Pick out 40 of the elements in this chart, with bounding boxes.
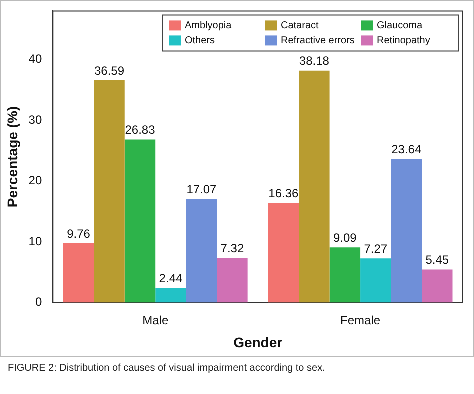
bar (391, 159, 422, 303)
data-label: 17.07 (186, 182, 218, 196)
y-axis-title: Percentage (%) (4, 106, 20, 208)
data-label: 2.44 (159, 271, 183, 286)
data-label: 5.45 (426, 253, 450, 268)
bar (330, 248, 361, 303)
y-tick-label: 0 (35, 295, 42, 310)
legend-label: Others (185, 35, 216, 46)
bar (360, 258, 392, 303)
legend-label: Refractive errors (281, 35, 355, 46)
bar (124, 140, 156, 303)
legend-label: Retinopathy (377, 35, 430, 46)
caption: FIGURE 2: Distribution of causes of visual impairment according to sex. (8, 363, 326, 374)
legend-label: Glaucoma (377, 20, 424, 32)
data-label: 38.18 (299, 54, 330, 68)
bar (422, 270, 453, 303)
data-label: 9.09 (333, 230, 358, 245)
bar (268, 203, 300, 303)
y-tick-label: 20 (28, 174, 42, 188)
bar (217, 258, 248, 303)
y-tick-label: 30 (28, 112, 42, 127)
bar (63, 244, 94, 303)
y-tick-label: 40 (28, 52, 42, 66)
bar (156, 288, 186, 303)
legend-label: Cataract (281, 20, 320, 32)
data-label: 23.64 (392, 142, 422, 156)
bar (186, 199, 218, 303)
data-label: 16.36 (268, 186, 300, 201)
bar (299, 70, 330, 303)
data-label: 7.27 (364, 242, 388, 256)
x-tick-label: Male (142, 313, 169, 328)
legend-label: Amblyopia (185, 20, 232, 32)
x-axis-title: Gender (234, 334, 284, 350)
data-label: 7.32 (220, 242, 244, 256)
data-label: 9.76 (67, 226, 91, 241)
data-label: 26.83 (125, 123, 156, 138)
x-tick-label: Female (340, 313, 381, 328)
data-label: 36.59 (94, 64, 125, 78)
y-tick-label: 10 (28, 234, 42, 248)
bar (94, 80, 125, 303)
